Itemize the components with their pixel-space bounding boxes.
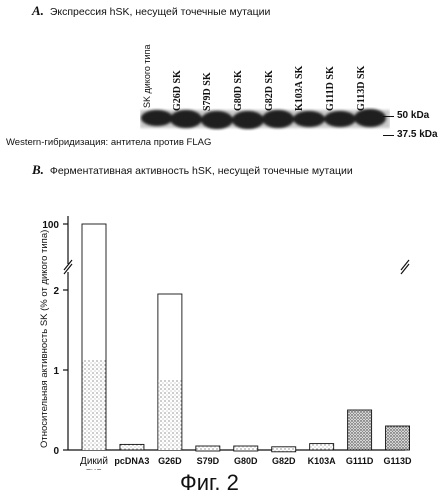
bar-pcDNA3 bbox=[120, 444, 144, 450]
panel-a-title: A. Экспрессия hSK, несущей точечные мута… bbox=[32, 3, 270, 19]
western-blot bbox=[140, 104, 390, 138]
western-caption: Western-гибридизация: антитела против FL… bbox=[6, 137, 211, 148]
y-tick-label-1: 1 bbox=[53, 366, 59, 377]
x-tick-label-S79D: S79D bbox=[197, 456, 220, 466]
bar-G82D bbox=[272, 447, 296, 452]
bar-G80D bbox=[234, 446, 258, 451]
x-tick-label-K103A: K103A bbox=[308, 456, 337, 466]
x-tick-label-pcDNA3: pcDNA3 bbox=[114, 456, 149, 466]
x-tick-label-G80D: G80D bbox=[234, 456, 258, 466]
y-axis-label: Относительная активность SK (% от дикого… bbox=[39, 230, 50, 448]
marker-tick-37 bbox=[383, 135, 394, 136]
bar-S79D bbox=[196, 446, 220, 451]
x-tick-label-G113D: G113D bbox=[384, 456, 413, 466]
x-tick-label-G82D: G82D bbox=[272, 456, 296, 466]
panel-a-letter: A. bbox=[32, 3, 44, 18]
panel-a-title-text: Экспрессия hSK, несущей точечные мутации bbox=[50, 6, 271, 18]
bar-G113D bbox=[386, 426, 410, 450]
x-tick-label-Дикий тип: Дикийтип bbox=[80, 456, 108, 470]
y-tick-label-0: 0 bbox=[53, 446, 59, 457]
bar-K103A bbox=[310, 444, 334, 450]
marker-tick-50 bbox=[383, 116, 394, 117]
figure-caption: Фиг. 2 bbox=[180, 470, 239, 496]
lane-label-wt: SK дикого типа bbox=[142, 45, 152, 108]
panel-b-title-text: Ферментативная активность hSK, несущей т… bbox=[50, 165, 353, 177]
y-tick-label-2: 2 bbox=[53, 286, 59, 297]
chart-bars bbox=[82, 224, 410, 452]
bar-stipple-Дикий тип bbox=[83, 360, 106, 450]
panel-b-title: B. Ферментативная активность hSK, несуще… bbox=[32, 162, 353, 178]
bar-G111D bbox=[348, 410, 372, 450]
marker-50kda: 50 kDa bbox=[397, 110, 429, 121]
x-tick-label-G111D: G111D bbox=[346, 456, 374, 466]
panel-b-letter: B. bbox=[32, 162, 44, 177]
x-tick-label-G26D: G26D bbox=[158, 456, 182, 466]
bar-stipple-G26D bbox=[158, 380, 181, 450]
activity-chart: 012100ДикийтипpcDNA3G26DS79DG80DG82DK103… bbox=[0, 180, 443, 470]
marker-37kda: 37.5 kDa bbox=[397, 129, 438, 140]
